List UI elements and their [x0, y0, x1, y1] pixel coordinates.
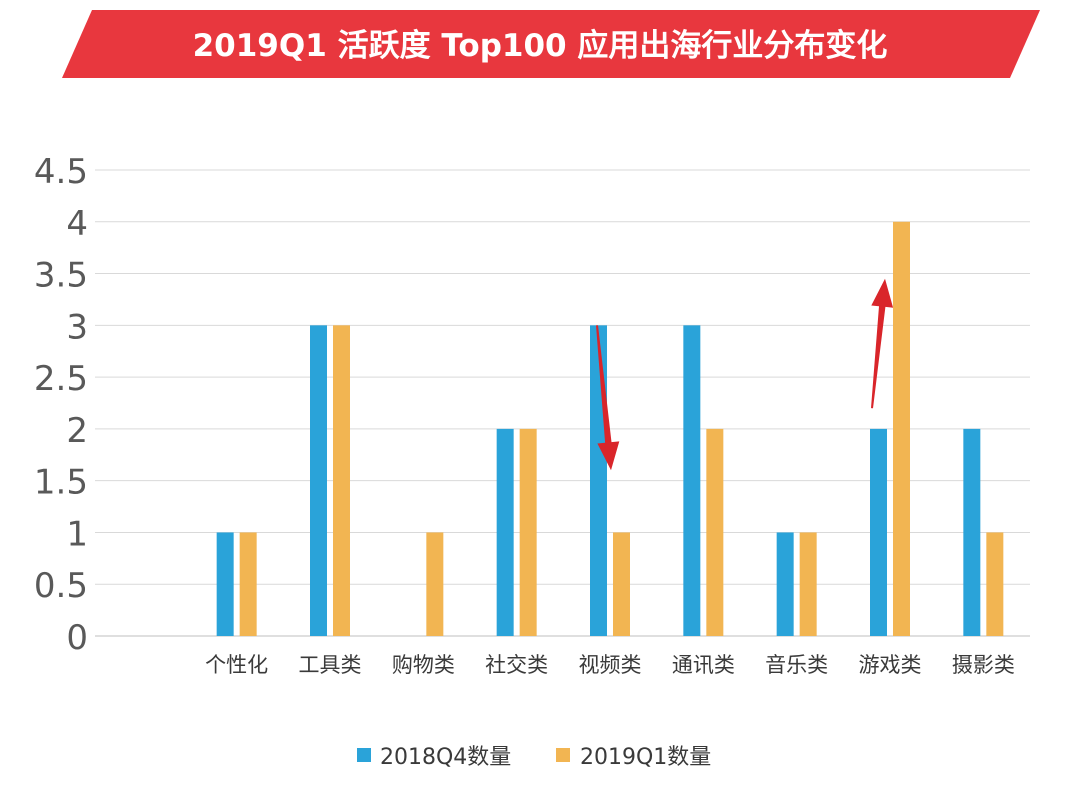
bar-音乐类-2018Q4数量 — [776, 532, 794, 636]
title-banner: 2019Q1 活跃度 Top100 应用出海行业分布变化 — [62, 10, 1040, 78]
bar-游戏类-2019Q1数量 — [893, 221, 910, 636]
gridlines — [95, 169, 1030, 637]
bar-通讯类-2019Q1数量 — [706, 428, 724, 636]
x-axis-labels: 个性化 工具类 购物类 社交类 视频类 通讯类 音乐类 游戏类 摄影类 — [205, 653, 1015, 677]
y-tick-label: 0.5 — [34, 566, 88, 606]
x-category-label: 摄影类 — [952, 653, 1015, 677]
bar-个性化-2018Q4数量 — [216, 532, 234, 636]
bar-游戏类-2018Q4数量 — [870, 428, 887, 636]
legend-label: 2018Q4数量 — [380, 745, 511, 770]
bar-音乐类-2019Q1数量 — [799, 532, 817, 636]
y-tick-label: 0 — [66, 618, 88, 658]
legend: 2018Q4数量 2019Q1数量 — [357, 745, 711, 770]
bar-社交类-2019Q1数量 — [519, 428, 537, 636]
bar-摄影类-2018Q4数量 — [963, 428, 981, 636]
x-category-label: 游戏类 — [859, 653, 922, 677]
y-tick-label: 3 — [66, 307, 88, 347]
chart-title: 2019Q1 活跃度 Top100 应用出海行业分布变化 — [193, 28, 888, 64]
legend-swatch — [357, 748, 371, 762]
y-tick-label: 1.5 — [34, 463, 88, 503]
x-category-label: 视频类 — [579, 653, 642, 677]
bar-个性化-2019Q1数量 — [239, 532, 257, 636]
bar-购物类-2019Q1数量 — [426, 532, 444, 636]
x-category-label: 通讯类 — [672, 653, 735, 677]
bar-社交类-2018Q4数量 — [496, 428, 514, 636]
annotations — [596, 278, 894, 471]
bar-工具类-2018Q4数量 — [310, 325, 327, 636]
bar-视频类-2019Q1数量 — [613, 532, 630, 636]
y-axis-ticks: 0 0.5 1 1.5 2 2.5 3 3.5 4 4.5 — [34, 152, 88, 658]
bar-视频类-2018Q4数量 — [590, 325, 607, 636]
arrow-down-icon — [596, 325, 620, 471]
legend-label: 2019Q1数量 — [580, 745, 711, 770]
x-category-label: 个性化 — [205, 653, 268, 677]
y-tick-label: 4.5 — [34, 152, 88, 192]
banner-shape — [62, 10, 1040, 78]
y-tick-label: 4 — [66, 204, 88, 244]
y-tick-label: 2.5 — [34, 359, 88, 399]
y-tick-label: 2 — [66, 411, 88, 451]
arrow-up-icon — [871, 278, 894, 409]
x-category-label: 工具类 — [299, 653, 362, 677]
bar-工具类-2019Q1数量 — [333, 325, 350, 636]
x-category-label: 社交类 — [485, 653, 548, 677]
x-category-label: 购物类 — [392, 653, 455, 677]
y-tick-label: 3.5 — [34, 256, 88, 296]
bar-通讯类-2018Q4数量 — [683, 325, 701, 636]
y-tick-label: 1 — [66, 514, 88, 554]
bars — [216, 221, 1004, 636]
legend-swatch — [556, 748, 570, 762]
bar-摄影类-2019Q1数量 — [986, 532, 1004, 636]
x-category-label: 音乐类 — [765, 653, 828, 677]
